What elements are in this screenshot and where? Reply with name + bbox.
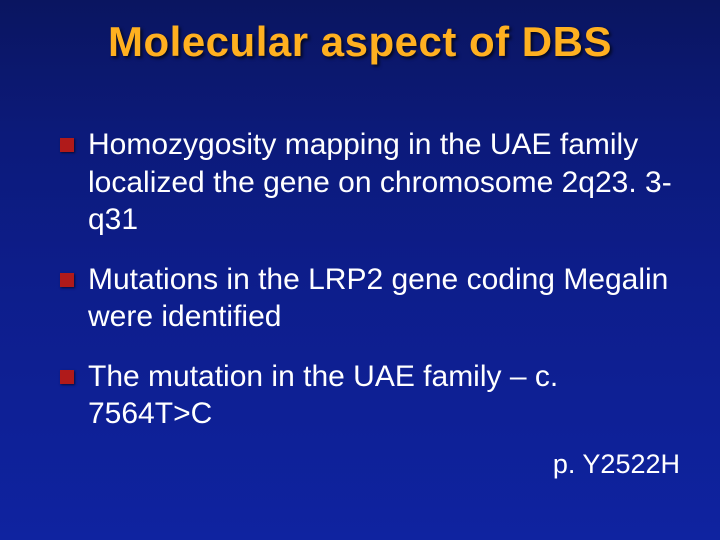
bullet-item: The mutation in the UAE family – c. 7564…	[60, 358, 690, 433]
bullet-list: Homozygosity mapping in the UAE family l…	[0, 126, 720, 433]
bullet-item: Homozygosity mapping in the UAE family l…	[60, 126, 690, 239]
footnote-text: p. Y2522H	[0, 449, 720, 480]
bullet-text: The mutation in the UAE family – c. 7564…	[88, 358, 690, 433]
bullet-square-icon	[60, 370, 74, 384]
slide-title: Molecular aspect of DBS	[0, 0, 720, 66]
bullet-text: Mutations in the LRP2 gene coding Megali…	[88, 261, 690, 336]
bullet-text: Homozygosity mapping in the UAE family l…	[88, 126, 690, 239]
bullet-square-icon	[60, 138, 74, 152]
bullet-item: Mutations in the LRP2 gene coding Megali…	[60, 261, 690, 336]
bullet-square-icon	[60, 273, 74, 287]
